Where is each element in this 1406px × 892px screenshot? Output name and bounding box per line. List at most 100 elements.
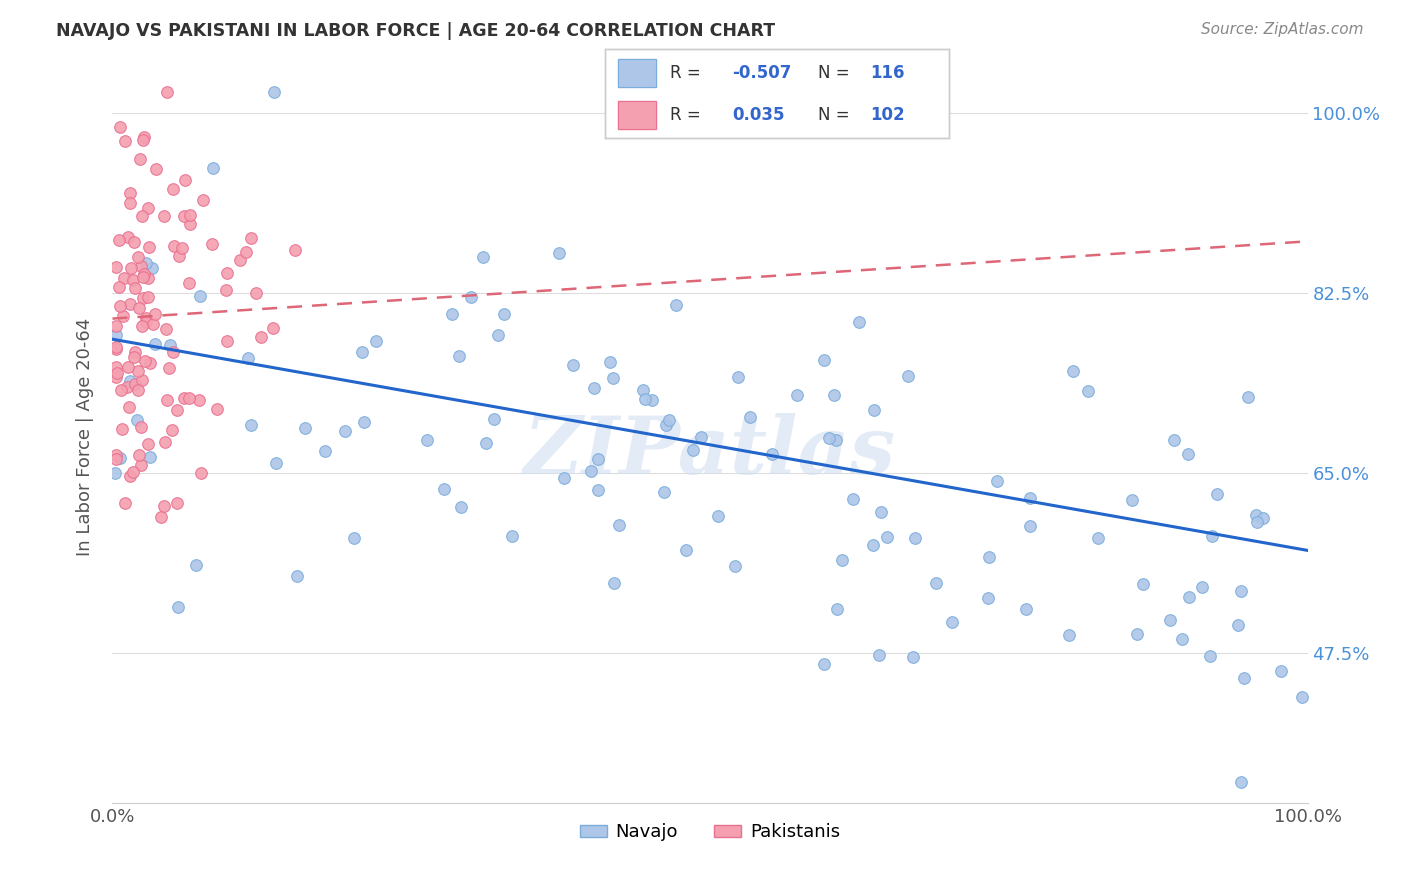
Point [105,452,128,467]
Point [105,343,128,357]
Point [813,352,835,367]
Point [202,161,225,175]
Text: -0.507: -0.507 [733,63,792,82]
Point [215,283,238,297]
Point [155,321,177,335]
Text: 102: 102 [870,105,904,124]
Point [581,464,603,478]
Point [122,351,145,365]
Text: ZIPatlas: ZIPatlas [524,413,896,491]
Point [1132,577,1154,591]
Point [173,391,195,405]
Point [190,467,212,481]
Point [162,345,184,359]
Point [138,450,160,465]
Point [173,209,195,223]
Point [682,442,704,457]
Point [127,364,149,378]
Point [108,233,131,247]
Point [586,452,609,467]
Point [690,430,713,444]
Point [120,261,142,276]
Point [173,173,195,187]
Point [896,369,918,384]
Point [675,543,697,558]
Point [117,359,139,374]
Point [118,195,141,210]
Point [120,297,142,311]
Text: N =: N = [818,105,855,124]
Point [1230,775,1253,789]
Point [128,301,150,315]
Point [155,435,177,450]
Point [727,370,749,384]
Point [139,356,162,370]
Point [112,270,135,285]
Point [433,483,456,497]
Point [904,532,927,546]
Point [740,410,762,425]
Point [266,456,288,470]
Point [110,383,132,397]
Point [108,451,131,466]
Point [823,387,845,401]
Point [761,447,783,461]
Point [124,376,146,391]
Point [284,244,307,258]
Point [142,317,165,331]
Point [117,380,139,394]
Point [131,209,153,223]
Point [129,458,152,473]
Point [1171,632,1194,646]
Point [1201,529,1223,543]
Point [1199,649,1222,664]
Point [217,266,239,280]
Point [120,468,142,483]
Point [1126,627,1149,641]
Point [177,391,200,405]
Point [862,538,884,552]
Point [1019,519,1042,533]
Point [724,559,747,574]
Point [149,509,172,524]
Point [136,437,159,451]
Point [177,276,200,290]
Point [631,384,654,398]
Point [152,209,174,223]
Point [842,491,865,506]
Point [131,291,153,305]
Legend: Navajo, Pakistanis: Navajo, Pakistanis [572,816,848,848]
Point [1251,511,1274,525]
Point [108,299,131,313]
Point [366,334,388,348]
Point [986,474,1008,488]
Point [825,434,848,448]
Y-axis label: In Labor Force | Age 20-64: In Labor Force | Age 20-64 [76,318,94,557]
Point [108,280,131,294]
Point [707,509,730,524]
Point [460,290,482,304]
Point [145,307,167,321]
Point [813,657,835,672]
Point [118,400,141,414]
Point [132,133,155,147]
Point [105,319,128,334]
Point [122,273,145,287]
Point [1018,491,1040,505]
Point [416,434,439,448]
Point [1159,613,1181,627]
Point [138,239,160,253]
Text: R =: R = [671,63,706,82]
Point [1230,584,1253,599]
Point [1191,580,1213,594]
Point [240,418,263,433]
Point [350,345,373,359]
Point [588,483,610,497]
Point [238,351,260,366]
Point [294,421,316,435]
Point [129,420,152,434]
Point [343,531,366,545]
Point [124,345,146,359]
Point [582,381,605,395]
Point [658,413,681,427]
